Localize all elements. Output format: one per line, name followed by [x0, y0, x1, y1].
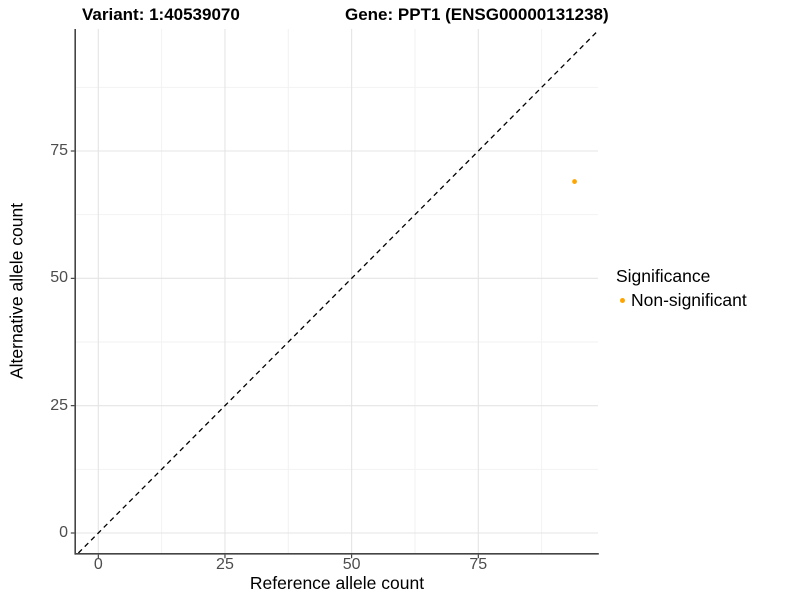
- identity-reference-line: [77, 30, 599, 554]
- x-tick-label: 75: [469, 556, 488, 573]
- legend-point-icon: [620, 297, 625, 303]
- x-tick-label: 25: [216, 556, 234, 573]
- y-tick-label: 0: [59, 524, 68, 541]
- y-tick-label: 50: [50, 269, 68, 287]
- y-tick-label: 25: [50, 396, 68, 414]
- x-tick-label: 50: [342, 556, 361, 573]
- legend-item-label: Non-significant: [631, 290, 747, 310]
- y-axis-title: Alternative allele count: [6, 202, 27, 380]
- legend-item: Non-significant: [616, 290, 747, 310]
- legend: Significance Non-significant: [616, 265, 747, 310]
- x-tick-label: 0: [93, 556, 103, 573]
- x-axis-title: Reference allele count: [249, 573, 425, 593]
- data-point: [572, 179, 577, 184]
- gene-title: Gene: PPT1 (ENSG00000131238): [345, 5, 609, 24]
- legend-title: Significance: [616, 266, 711, 286]
- variant-title: Variant: 1:40539070: [82, 5, 240, 24]
- y-tick-label: 75: [50, 142, 68, 159]
